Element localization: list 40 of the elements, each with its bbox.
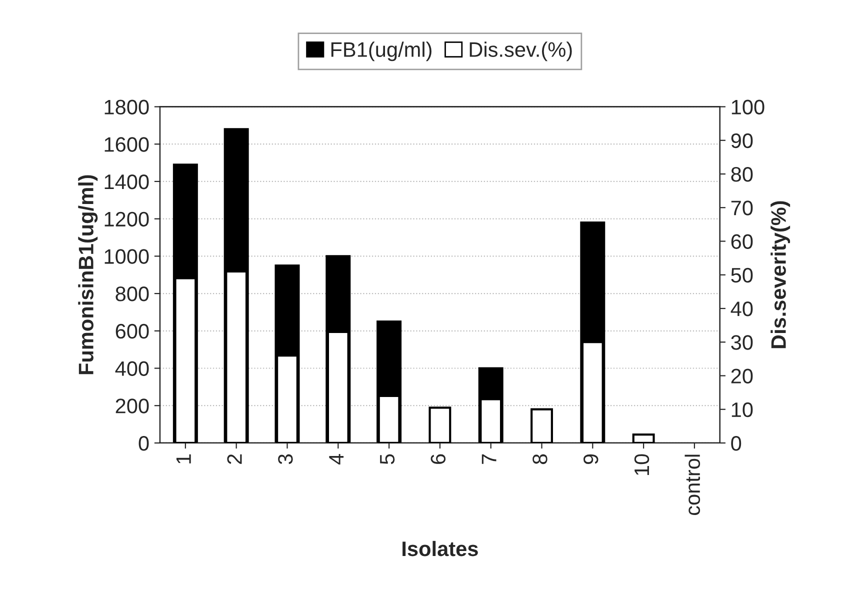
y-tick-label: 1000 (104, 249, 149, 264)
bar (428, 406, 452, 443)
x-tick-label: 5 (380, 454, 395, 464)
x-tick-label: 9 (583, 454, 598, 464)
x-tick-label: 3 (278, 454, 293, 464)
legend-label: FB1(ug/ml) (331, 42, 432, 62)
bar (530, 408, 553, 443)
x-tick-label: control (684, 454, 700, 516)
y2-tick-label: 70 (731, 200, 753, 216)
x-axis-title: Isolates (402, 540, 478, 556)
y-tick-label: 200 (116, 398, 149, 414)
y-tick-label: 1400 (104, 174, 149, 190)
y-tick-label: 1800 (104, 100, 149, 114)
y-tick-label: 600 (116, 324, 149, 339)
y2-tick-label: 0 (731, 436, 742, 451)
y2-tick-label: 20 (731, 368, 753, 384)
y-tick-label: 400 (115, 361, 149, 376)
y2-axis-title: Dis.severity(%) (770, 201, 790, 348)
x-tick-label: 1 (176, 454, 191, 464)
y2-tick-label: 30 (731, 335, 753, 350)
y2-tick-label: 60 (731, 234, 753, 249)
bar (632, 434, 655, 443)
x-tick-label: 6 (430, 454, 446, 464)
y-tick-label: 1600 (104, 137, 149, 152)
y-tick-label: 0 (138, 436, 149, 451)
legend-label: Dis.sev.(%) (470, 42, 572, 62)
y2-tick-label: 10 (732, 402, 753, 418)
x-tick-label: 7 (482, 454, 496, 464)
y2-tick-label: 90 (731, 133, 753, 148)
y2-tick-label: 100 (732, 100, 764, 114)
y-tick-label: 1200 (104, 212, 149, 227)
y-tick-label: 800 (116, 286, 149, 302)
x-tick-label: 10 (634, 454, 650, 475)
x-tick-label: 8 (532, 454, 548, 464)
x-tick-label: 2 (227, 454, 242, 464)
y2-tick-label: 40 (730, 301, 753, 316)
y2-tick-label: 50 (731, 268, 753, 283)
x-tick-label: 4 (329, 454, 344, 464)
y-axis-title: FumonisinB1(ug/ml) (78, 175, 98, 374)
y2-tick-label: 80 (731, 166, 753, 182)
